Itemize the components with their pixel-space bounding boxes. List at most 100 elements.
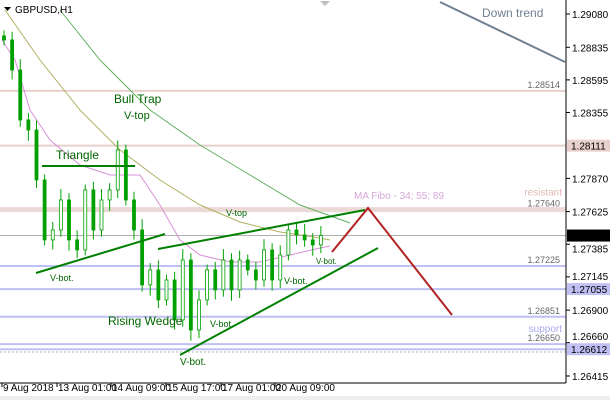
price-badge xyxy=(567,343,610,356)
level-name-label: resistant xyxy=(524,188,562,199)
candle-body xyxy=(172,279,177,321)
x-tick-label: 9 Aug 2018 xyxy=(3,383,54,394)
ma-89-line xyxy=(59,9,351,224)
triangle-label: Triangle xyxy=(56,148,99,162)
candle-body xyxy=(164,279,169,301)
price-badge-label: 1.26612 xyxy=(571,345,608,356)
candle xyxy=(115,140,120,199)
y-tick-label: 1.27625 xyxy=(572,208,609,219)
candle-body xyxy=(75,239,80,251)
candle xyxy=(42,174,47,246)
candle xyxy=(156,260,161,309)
candle-body xyxy=(148,269,153,286)
candle xyxy=(58,189,63,237)
candle xyxy=(310,233,315,256)
v-top-label-2: V-top xyxy=(226,208,247,218)
candle-body xyxy=(26,119,31,131)
candle xyxy=(18,59,23,127)
candle-body xyxy=(91,189,96,231)
candle xyxy=(123,144,128,206)
down-trend-label: Down trend xyxy=(482,6,543,20)
candle xyxy=(91,181,96,240)
candle-body xyxy=(253,269,258,281)
symbol-label: GBPUSD,H1 xyxy=(15,5,73,16)
candle xyxy=(245,254,250,276)
candle xyxy=(197,290,201,339)
y-tick-label: 1.26415 xyxy=(572,372,609,383)
x-tick-label: 17 Aug 01:00 xyxy=(222,383,281,394)
down-trend-line[interactable] xyxy=(439,1,566,63)
y-tick-label: 1.28835 xyxy=(572,43,609,54)
candle-body xyxy=(286,229,291,256)
candle-body xyxy=(107,189,112,201)
current-price-label: 1.27449 xyxy=(571,232,608,243)
v-top-label-1: V-top xyxy=(124,110,150,122)
candle-body xyxy=(123,149,128,201)
wedge-top-line[interactable] xyxy=(157,209,366,250)
candle xyxy=(253,261,258,290)
v-bot-label-2: V-bot. xyxy=(316,257,337,266)
candle xyxy=(229,253,234,301)
y-tick-label: 1.29080 xyxy=(572,10,609,21)
candle xyxy=(172,271,177,330)
candle-body xyxy=(221,259,226,291)
candle xyxy=(221,249,226,297)
candle xyxy=(213,261,218,300)
candle-body xyxy=(2,35,6,41)
candle-body xyxy=(310,239,315,246)
wedge-bottom-line[interactable] xyxy=(179,247,379,356)
candle xyxy=(34,120,39,189)
candle-body xyxy=(229,259,234,291)
candle xyxy=(164,274,169,306)
status-strip xyxy=(0,396,610,400)
y-tick-label: 1.28355 xyxy=(572,108,609,119)
level-value-label: 1.27640 xyxy=(527,199,560,209)
candle-body xyxy=(67,199,71,241)
candle-body xyxy=(156,269,161,301)
candle-body xyxy=(58,199,63,231)
y-tick-label: 1.28595 xyxy=(572,76,609,87)
v-bot-label-5: V-bot. xyxy=(180,357,206,368)
candle-body xyxy=(237,259,242,291)
candle xyxy=(2,30,6,46)
ma-55-line xyxy=(4,9,331,241)
v-bot-label-4: V-bot. xyxy=(284,276,308,286)
x-tick-label: 14 Aug 09:00 xyxy=(112,383,171,394)
candle xyxy=(270,243,275,291)
candle xyxy=(26,113,31,141)
price-badge xyxy=(567,283,610,296)
rising-wedge-label: Rising Wedge xyxy=(108,314,183,328)
candle-body xyxy=(302,234,307,241)
candle-body xyxy=(180,259,185,321)
current-price-badge xyxy=(567,229,610,242)
y-tick-label: 1.27145 xyxy=(572,272,609,283)
triangle-bottom-line[interactable] xyxy=(35,233,166,274)
level-value-label: 1.28514 xyxy=(527,80,560,90)
candle xyxy=(180,249,185,327)
y-tick-label: 1.26900 xyxy=(572,306,609,317)
candle-body xyxy=(213,269,218,291)
candle-body xyxy=(34,129,39,181)
projection-line[interactable] xyxy=(331,206,453,316)
candle xyxy=(107,183,112,211)
y-tick-label: 1.26660 xyxy=(572,332,609,343)
v-bot-label-3: V-bot. xyxy=(210,319,234,329)
level-value-label: 1.27225 xyxy=(527,255,560,265)
candle-body xyxy=(115,149,120,191)
candle xyxy=(318,226,323,254)
price-badge xyxy=(567,139,610,152)
level-value-label: 1.26851 xyxy=(527,306,560,316)
candle-body xyxy=(10,39,15,71)
dropdown-triangle-icon[interactable] xyxy=(4,7,11,11)
candle xyxy=(148,263,153,296)
one-click-trading-icon[interactable] xyxy=(320,1,330,6)
candle xyxy=(302,224,307,247)
candle xyxy=(237,250,242,299)
level-name-label: support xyxy=(529,324,563,335)
x-tick-label: 15 Aug 17:00 xyxy=(167,383,226,394)
bull-trap-label: Bull Trap xyxy=(114,92,162,106)
candle-body xyxy=(318,235,323,246)
candle xyxy=(294,221,299,245)
candle xyxy=(140,219,145,292)
